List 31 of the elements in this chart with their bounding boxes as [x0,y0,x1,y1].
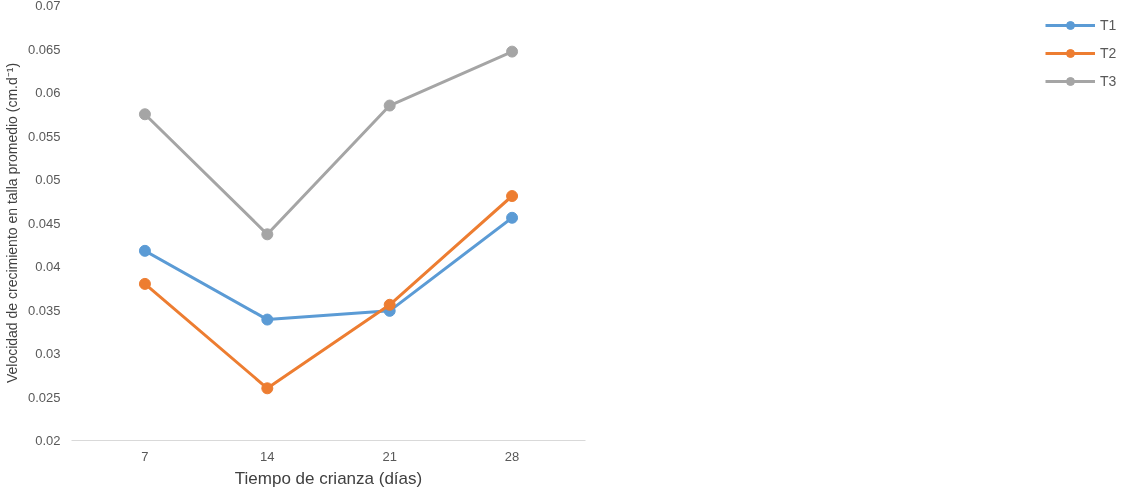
y-tick-label: 0.035 [27,302,61,318]
point [138,244,151,257]
y-tick-label: 0.045 [27,215,61,231]
y-tick-label: 0.05 [35,172,61,187]
point [506,45,519,58]
y-tick-label: 0.02 [35,433,61,448]
point [506,190,519,203]
point [138,277,151,290]
legend-label: T3 [1100,73,1118,89]
legend-label: T2 [1100,45,1118,61]
y-tick-label: 0.055 [27,128,61,144]
y-tick-label: 0.065 [27,41,61,57]
legend-label: T1 [1100,17,1118,33]
point [261,313,274,326]
point [506,211,519,224]
x-axis-title: Tiempo de crianza (días) [234,468,423,488]
x-tick-label: 21 [382,448,397,464]
y-tick-label: 0.04 [35,259,61,274]
point [383,298,396,311]
y-tick-label: 0.06 [35,85,61,100]
x-tick-label: 14 [260,448,275,464]
x-tick-label: 28 [504,448,520,464]
point [138,108,151,121]
y-axis-title: Velocidad de crecimiento en talla promedio (cm.d⁻¹) [3,62,20,384]
point [383,99,396,112]
point [261,382,274,395]
y-tick-label: 0.03 [35,346,61,361]
y-tick-label: 0.07 [35,0,61,13]
point [261,228,274,241]
x-tick-label: 7 [141,448,149,464]
y-tick-label: 0.025 [27,389,61,405]
